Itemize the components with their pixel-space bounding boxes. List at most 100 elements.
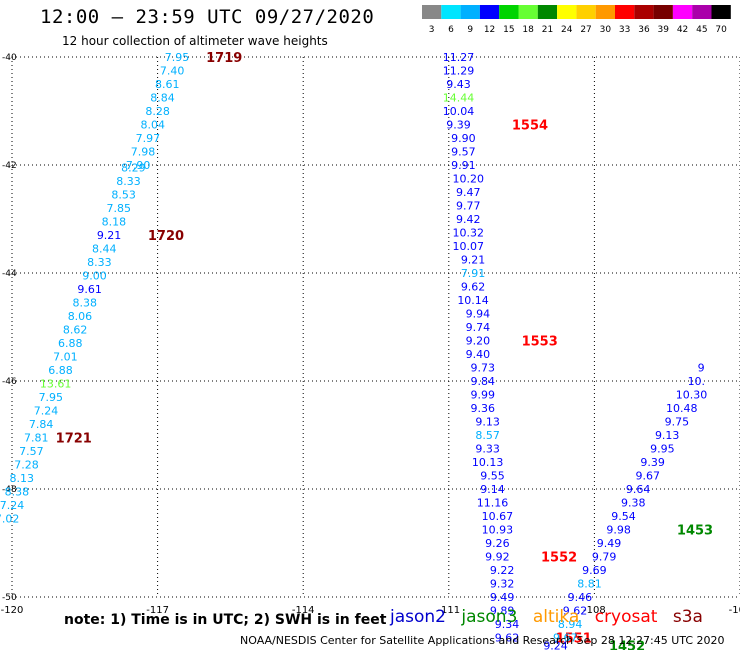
footnote: note: 1) Time is in UTC; 2) SWH is in fe… [64,612,387,628]
swh-value-label: 9.14 [480,483,505,496]
colorbar-swatch [499,5,519,19]
legend: jason2 jason3 altika cryosat s3a [390,607,713,627]
y-tick-label: -42 [2,161,17,171]
swh-value-label: 9.61 [77,283,102,296]
swh-value-label: 8.84 [150,92,175,105]
colorbar-swatch [441,5,461,19]
swh-value-label: 9.89 [490,605,515,618]
swh-value-label: 7.84 [29,418,54,431]
credit-line: NOAA/NESDIS Center for Satellite Applica… [240,634,725,647]
swh-value-label: 6.88 [48,364,73,377]
legend-jason3: jason3 [461,607,518,627]
colorbar-swatch [557,5,577,19]
chart-subtitle: 12 hour collection of altimeter wave hei… [62,34,328,48]
swh-value-label: 9.98 [606,524,631,537]
time-label: 1551 [556,632,592,647]
swh-value-label: 9.62 [495,632,520,645]
x-tick-label: -108 [583,605,606,616]
swh-value-label: 7.98 [131,146,156,159]
time-label: 1721 [56,432,92,447]
swh-value-label: 7.01 [53,351,78,364]
swh-value-label: 7.91 [461,267,486,280]
x-tick-label: -117 [146,605,169,616]
swh-value-label: 9.42 [456,213,481,226]
swh-value-label: 8.61 [155,78,180,91]
swh-value-label: 9.57 [451,146,476,159]
swh-value-label: 9.49 [490,591,515,604]
swh-value-label: 8.53 [111,189,136,202]
swh-value-label: 9.49 [597,537,622,550]
swh-value-label: 9.79 [592,551,617,564]
colorbar-label: 30 [600,25,612,35]
swh-value-label: 10.14 [457,294,489,307]
colorbar-swatch [653,5,673,19]
swh-value-label: 9.67 [553,632,578,645]
y-tick-label: -46 [2,377,17,387]
colorbar-label: 21 [542,25,553,35]
swh-value-label: 9.73 [471,362,496,375]
swh-value-label: 8.57 [475,429,500,442]
swh-value-label: 9.33 [475,443,500,456]
swh-value-label: 9.26 [485,537,510,550]
swh-value-label: 10.13 [472,456,504,469]
swh-value-label: 8.13 [9,472,34,485]
swh-value-label: 9.24 [543,640,568,650]
colorbar-label: 70 [715,25,727,35]
swh-value-label: 6.88 [58,337,83,350]
swh-value-label: 7.95 [39,391,64,404]
swh-value-label: 11.27 [443,51,475,64]
swh-value-label: 9.95 [650,443,675,456]
x-tick-label: -114 [292,605,315,616]
swh-value-label: 10.32 [452,227,484,240]
colorbar-label: 18 [522,25,534,35]
colorbar-label: 24 [561,25,573,35]
swh-value-label: 9.92 [485,551,510,564]
colorbar-label: 27 [580,25,591,35]
swh-value-label: 9.55 [480,470,505,483]
colorbar-swatch [692,5,712,19]
swh-value-label: 8.29 [121,162,146,175]
swh-value-label: 13.61 [40,378,72,391]
time-label: 1554 [512,119,548,134]
swh-value-label: 7.97 [136,132,161,145]
colorbar-swatch [634,5,654,19]
colorbar-label: 12 [484,25,495,35]
swh-value-label: 8.94 [558,618,583,631]
legend-altika: altika [532,607,580,627]
colorbar-label: 6 [448,25,454,35]
swh-value-label: 10.93 [482,524,514,537]
swh-value-label: 8.38 [73,297,98,310]
swh-value-label: 9.39 [640,456,665,469]
swh-value-label: 7.85 [107,202,132,215]
swh-value-label: 9.62 [563,605,588,618]
colorbar-swatch [711,5,731,19]
time-label: 1452 [609,640,645,650]
swh-value-label: 8.38 [5,486,30,499]
swh-value-label: 9.38 [621,497,646,510]
swh-value-label: 8.33 [87,256,112,269]
swh-value-label: 11.16 [477,497,509,510]
swh-value-label: 9.94 [466,308,491,321]
swh-value-label: 10.04 [443,105,475,118]
colorbar-label: 3 [429,25,435,35]
colorbar-label: 42 [677,25,688,35]
swh-value-label: 10. [688,375,706,388]
swh-value-label: 9.32 [490,578,515,591]
legend-jason2: jason2 [390,607,446,627]
swh-value-label: 7.57 [19,445,44,458]
swh-value-label: 9.36 [471,402,496,415]
colorbar-label: 15 [503,25,514,35]
legend-s3a: s3a [672,607,703,627]
swh-value-label: 8.33 [116,175,141,188]
swh-value-label: 11.29 [443,65,475,78]
x-tick-label: -105 [729,605,740,616]
swh-value-label: 8.04 [140,119,165,132]
swh-value-label: 9.62 [461,281,486,294]
swh-value-label: 9.21 [461,254,486,267]
swh-value-label: 7.02 [0,513,19,526]
colorbar-label: 39 [658,25,670,35]
swh-value-label: 9.54 [611,510,636,523]
swh-value-label: 9.74 [466,321,491,334]
